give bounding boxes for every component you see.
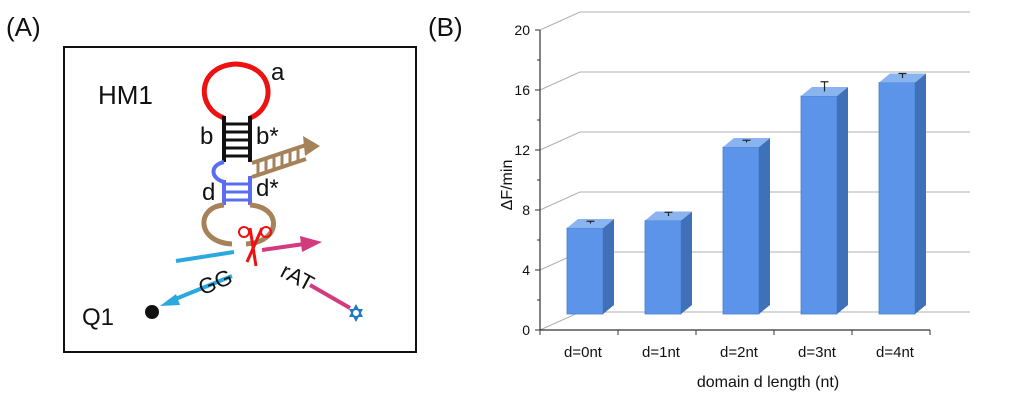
bars [566, 72, 926, 315]
panel-a-frame [63, 46, 417, 353]
star-icon [349, 304, 363, 322]
quencher-name: Q1 [82, 304, 114, 331]
scissors-icon [238, 226, 272, 267]
bar-front [566, 227, 604, 315]
quencher-fragment [145, 274, 233, 319]
bar-side [603, 219, 614, 314]
x-tick-label: d=2nt [720, 344, 759, 361]
bar-front [878, 82, 916, 315]
panel-a-label: (A) [6, 12, 41, 42]
x-tick-label: d=1nt [642, 344, 681, 361]
bar [566, 219, 614, 315]
axes [535, 29, 931, 335]
y-tick-label: 8 [522, 202, 530, 218]
gridline [539, 71, 970, 91]
y-tick-label: 20 [514, 22, 530, 38]
bar-side [915, 73, 926, 314]
bar-front [722, 146, 760, 315]
bar [722, 138, 770, 315]
x-tick-label: d=3nt [798, 344, 837, 361]
catalytic-core [201, 202, 276, 247]
bar-front [800, 95, 838, 315]
y-tick-label: 16 [514, 82, 530, 98]
domain-d-label: d [202, 179, 215, 206]
substrate-right-strand [261, 236, 322, 252]
panel-b-label: (B) [428, 12, 463, 42]
enzyme-arm [251, 136, 320, 179]
quencher-strand-label: GG [195, 264, 236, 300]
y-tick-label: 4 [522, 262, 530, 278]
stem-d [211, 160, 252, 205]
substrate-left-strand [175, 250, 235, 263]
gridline [539, 11, 970, 31]
hairpin-name: HM1 [98, 80, 153, 110]
domain-d-star-label: d* [256, 175, 279, 202]
bar [644, 211, 692, 315]
domain-a-label: a [271, 59, 285, 86]
cleavage-site-label: rAT [277, 258, 319, 296]
bar [878, 72, 926, 315]
stem-b [222, 116, 252, 162]
bar-chart: 0 4 8 12 16 20 d=0nt d=1nt d=2nt d=3nt d=4nt ΔF/mi… [499, 11, 970, 391]
y-tick-label: 0 [522, 322, 530, 338]
x-axis-label: domain d length (nt) [697, 374, 839, 391]
floor-edge [539, 311, 970, 331]
y-tick-label: 12 [514, 142, 530, 158]
fluorophore-fragment [309, 283, 351, 310]
bar-front [644, 220, 682, 315]
domain-b-star-label: b* [256, 123, 279, 150]
bar-side [759, 138, 770, 314]
x-tick-label: d=4nt [876, 344, 915, 361]
y-axis-label: ΔF/min [499, 160, 516, 211]
bar-side [837, 87, 848, 314]
bar-side [681, 211, 692, 314]
tick-labels: 0 4 8 12 16 20 d=0nt d=1nt d=2nt d=3nt d=4nt [514, 22, 914, 361]
loop-a [201, 61, 271, 121]
domain-b-label: b [200, 123, 213, 150]
bar [800, 81, 848, 315]
x-tick-label: d=0nt [564, 344, 603, 361]
